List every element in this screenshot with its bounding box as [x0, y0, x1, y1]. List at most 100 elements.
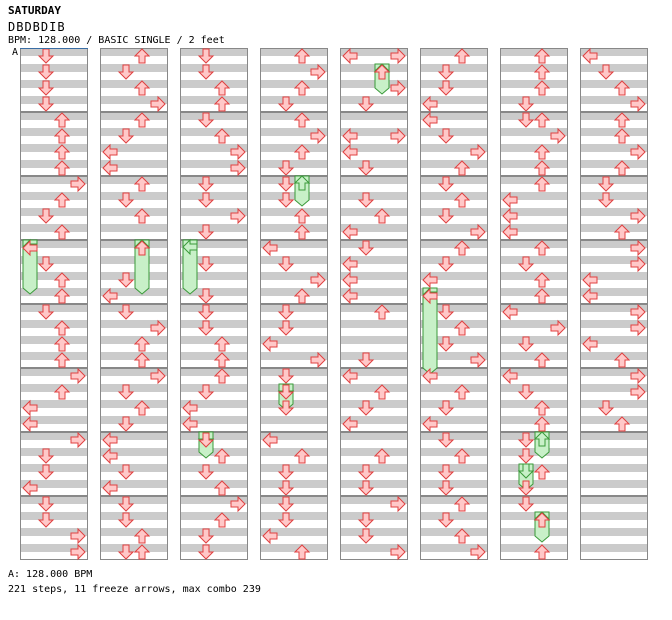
down-arrow — [197, 112, 215, 128]
beat-band — [180, 272, 248, 280]
beat-band — [100, 288, 168, 296]
measure-box — [100, 432, 168, 496]
measure-box — [500, 368, 568, 432]
beat-band — [260, 272, 328, 280]
down-arrow — [37, 80, 55, 96]
beat-band — [500, 448, 568, 456]
beat-band — [500, 256, 568, 264]
right-arrow — [150, 95, 166, 113]
beat-band — [340, 272, 408, 280]
beat-band — [100, 512, 168, 520]
beat-band — [260, 128, 328, 136]
beat-band — [580, 224, 648, 232]
up-arrow — [533, 176, 551, 192]
up-arrow — [533, 544, 551, 560]
beat-band — [500, 512, 568, 520]
measure-box — [500, 48, 568, 112]
measure-box — [180, 368, 248, 432]
beat-band — [580, 528, 648, 536]
beat-band — [100, 48, 168, 56]
beat-band — [340, 112, 408, 120]
up-arrow — [293, 208, 311, 224]
beat-band — [420, 96, 488, 104]
beat-band — [100, 160, 168, 168]
beat-band — [20, 400, 88, 408]
freeze-head-left-arrow — [182, 238, 198, 256]
beat-band — [20, 544, 88, 552]
beat-band — [580, 448, 648, 456]
left-arrow — [102, 447, 118, 465]
down-arrow — [517, 496, 535, 512]
right-arrow — [310, 63, 326, 81]
measure-box — [500, 304, 568, 368]
down-arrow — [517, 448, 535, 464]
measure-box — [260, 432, 328, 496]
left-arrow — [422, 287, 438, 305]
beat-band — [260, 64, 328, 72]
down-arrow — [197, 256, 215, 272]
right-arrow — [630, 383, 646, 401]
left-arrow — [22, 415, 38, 433]
beat-band — [420, 400, 488, 408]
measure-box — [20, 368, 88, 432]
right-arrow — [390, 127, 406, 145]
up-arrow — [293, 112, 311, 128]
beat-band — [580, 352, 648, 360]
beat-band — [260, 336, 328, 344]
beat-band — [580, 208, 648, 216]
right-arrow — [230, 143, 246, 161]
left-arrow — [262, 527, 278, 545]
beat-band — [180, 416, 248, 424]
down-arrow — [37, 64, 55, 80]
beat-band — [580, 336, 648, 344]
beat-band — [20, 352, 88, 360]
beat-band — [260, 496, 328, 504]
down-arrow — [277, 256, 295, 272]
beat-band — [580, 64, 648, 72]
beat-band — [340, 288, 408, 296]
freeze-head-up-arrow — [533, 431, 551, 447]
up-arrow — [293, 288, 311, 304]
left-arrow — [102, 143, 118, 161]
down-arrow — [117, 544, 135, 560]
chart-column — [20, 48, 88, 560]
measure-box — [340, 176, 408, 240]
left-arrow — [502, 367, 518, 385]
beat-band — [340, 240, 408, 248]
down-arrow — [277, 464, 295, 480]
up-arrow — [53, 144, 71, 160]
measure-box — [20, 176, 88, 240]
beat-band — [420, 416, 488, 424]
beat-band — [420, 112, 488, 120]
down-arrow — [277, 496, 295, 512]
beat-band — [180, 336, 248, 344]
up-arrow — [373, 208, 391, 224]
down-arrow — [277, 400, 295, 416]
beat-band — [420, 448, 488, 456]
beat-band — [260, 352, 328, 360]
beat-band — [100, 144, 168, 152]
down-arrow — [117, 272, 135, 288]
up-arrow — [133, 400, 151, 416]
down-arrow — [277, 512, 295, 528]
up-arrow — [133, 176, 151, 192]
left-arrow — [102, 287, 118, 305]
up-arrow — [613, 352, 631, 368]
right-arrow — [310, 271, 326, 289]
measure-box — [340, 368, 408, 432]
down-arrow — [437, 480, 455, 496]
down-arrow — [197, 224, 215, 240]
right-arrow — [230, 495, 246, 513]
down-arrow — [437, 176, 455, 192]
beat-band — [20, 80, 88, 88]
beat-band — [20, 304, 88, 312]
beat-band — [260, 464, 328, 472]
beat-band — [580, 272, 648, 280]
beat-band — [500, 64, 568, 72]
beat-band — [180, 544, 248, 552]
down-arrow — [357, 512, 375, 528]
beat-band — [20, 336, 88, 344]
down-arrow — [437, 432, 455, 448]
beat-band — [100, 432, 168, 440]
beat-band — [20, 256, 88, 264]
